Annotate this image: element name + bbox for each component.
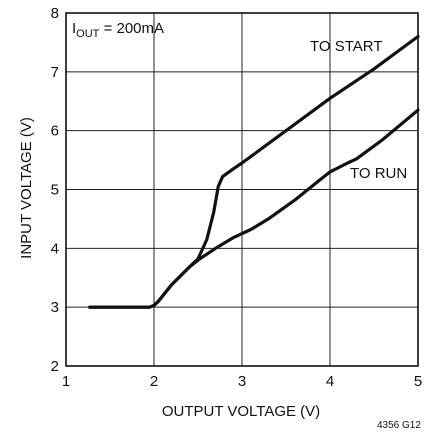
- y-tick-label: 8: [51, 5, 59, 22]
- y-tick-label: 7: [51, 64, 59, 81]
- grid: [65, 12, 419, 367]
- y-axis-title: INPUT VOLTAGE (V): [18, 117, 35, 259]
- condition-prefix: I: [72, 20, 76, 37]
- series-line-to-run: [88, 108, 420, 309]
- y-tick-label: 5: [51, 182, 59, 199]
- series-label-to-run: TO RUN: [350, 165, 407, 182]
- x-tick-label: 1: [62, 373, 70, 390]
- x-tick-label: 5: [414, 373, 422, 390]
- x-tick-label: 2: [150, 373, 158, 390]
- plot-frame: [65, 12, 419, 367]
- condition-suffix: = 200mA: [99, 20, 164, 37]
- y-tick-label: 2: [51, 358, 59, 375]
- y-tick-label: 6: [51, 123, 59, 140]
- curves: [88, 34, 420, 309]
- series-label-to-start: TO START: [310, 38, 383, 55]
- condition-subscript: OUT: [76, 28, 100, 40]
- x-axis-title: OUTPUT VOLTAGE (V): [162, 403, 320, 420]
- y-tick-label: 4: [51, 240, 59, 257]
- condition-label: IOUT = 200mA: [72, 20, 164, 40]
- x-tick-label: 3: [238, 373, 246, 390]
- y-tick-label: 3: [51, 299, 59, 316]
- x-tick-label: 4: [326, 373, 334, 390]
- figure-code: 4356 G12: [377, 420, 421, 431]
